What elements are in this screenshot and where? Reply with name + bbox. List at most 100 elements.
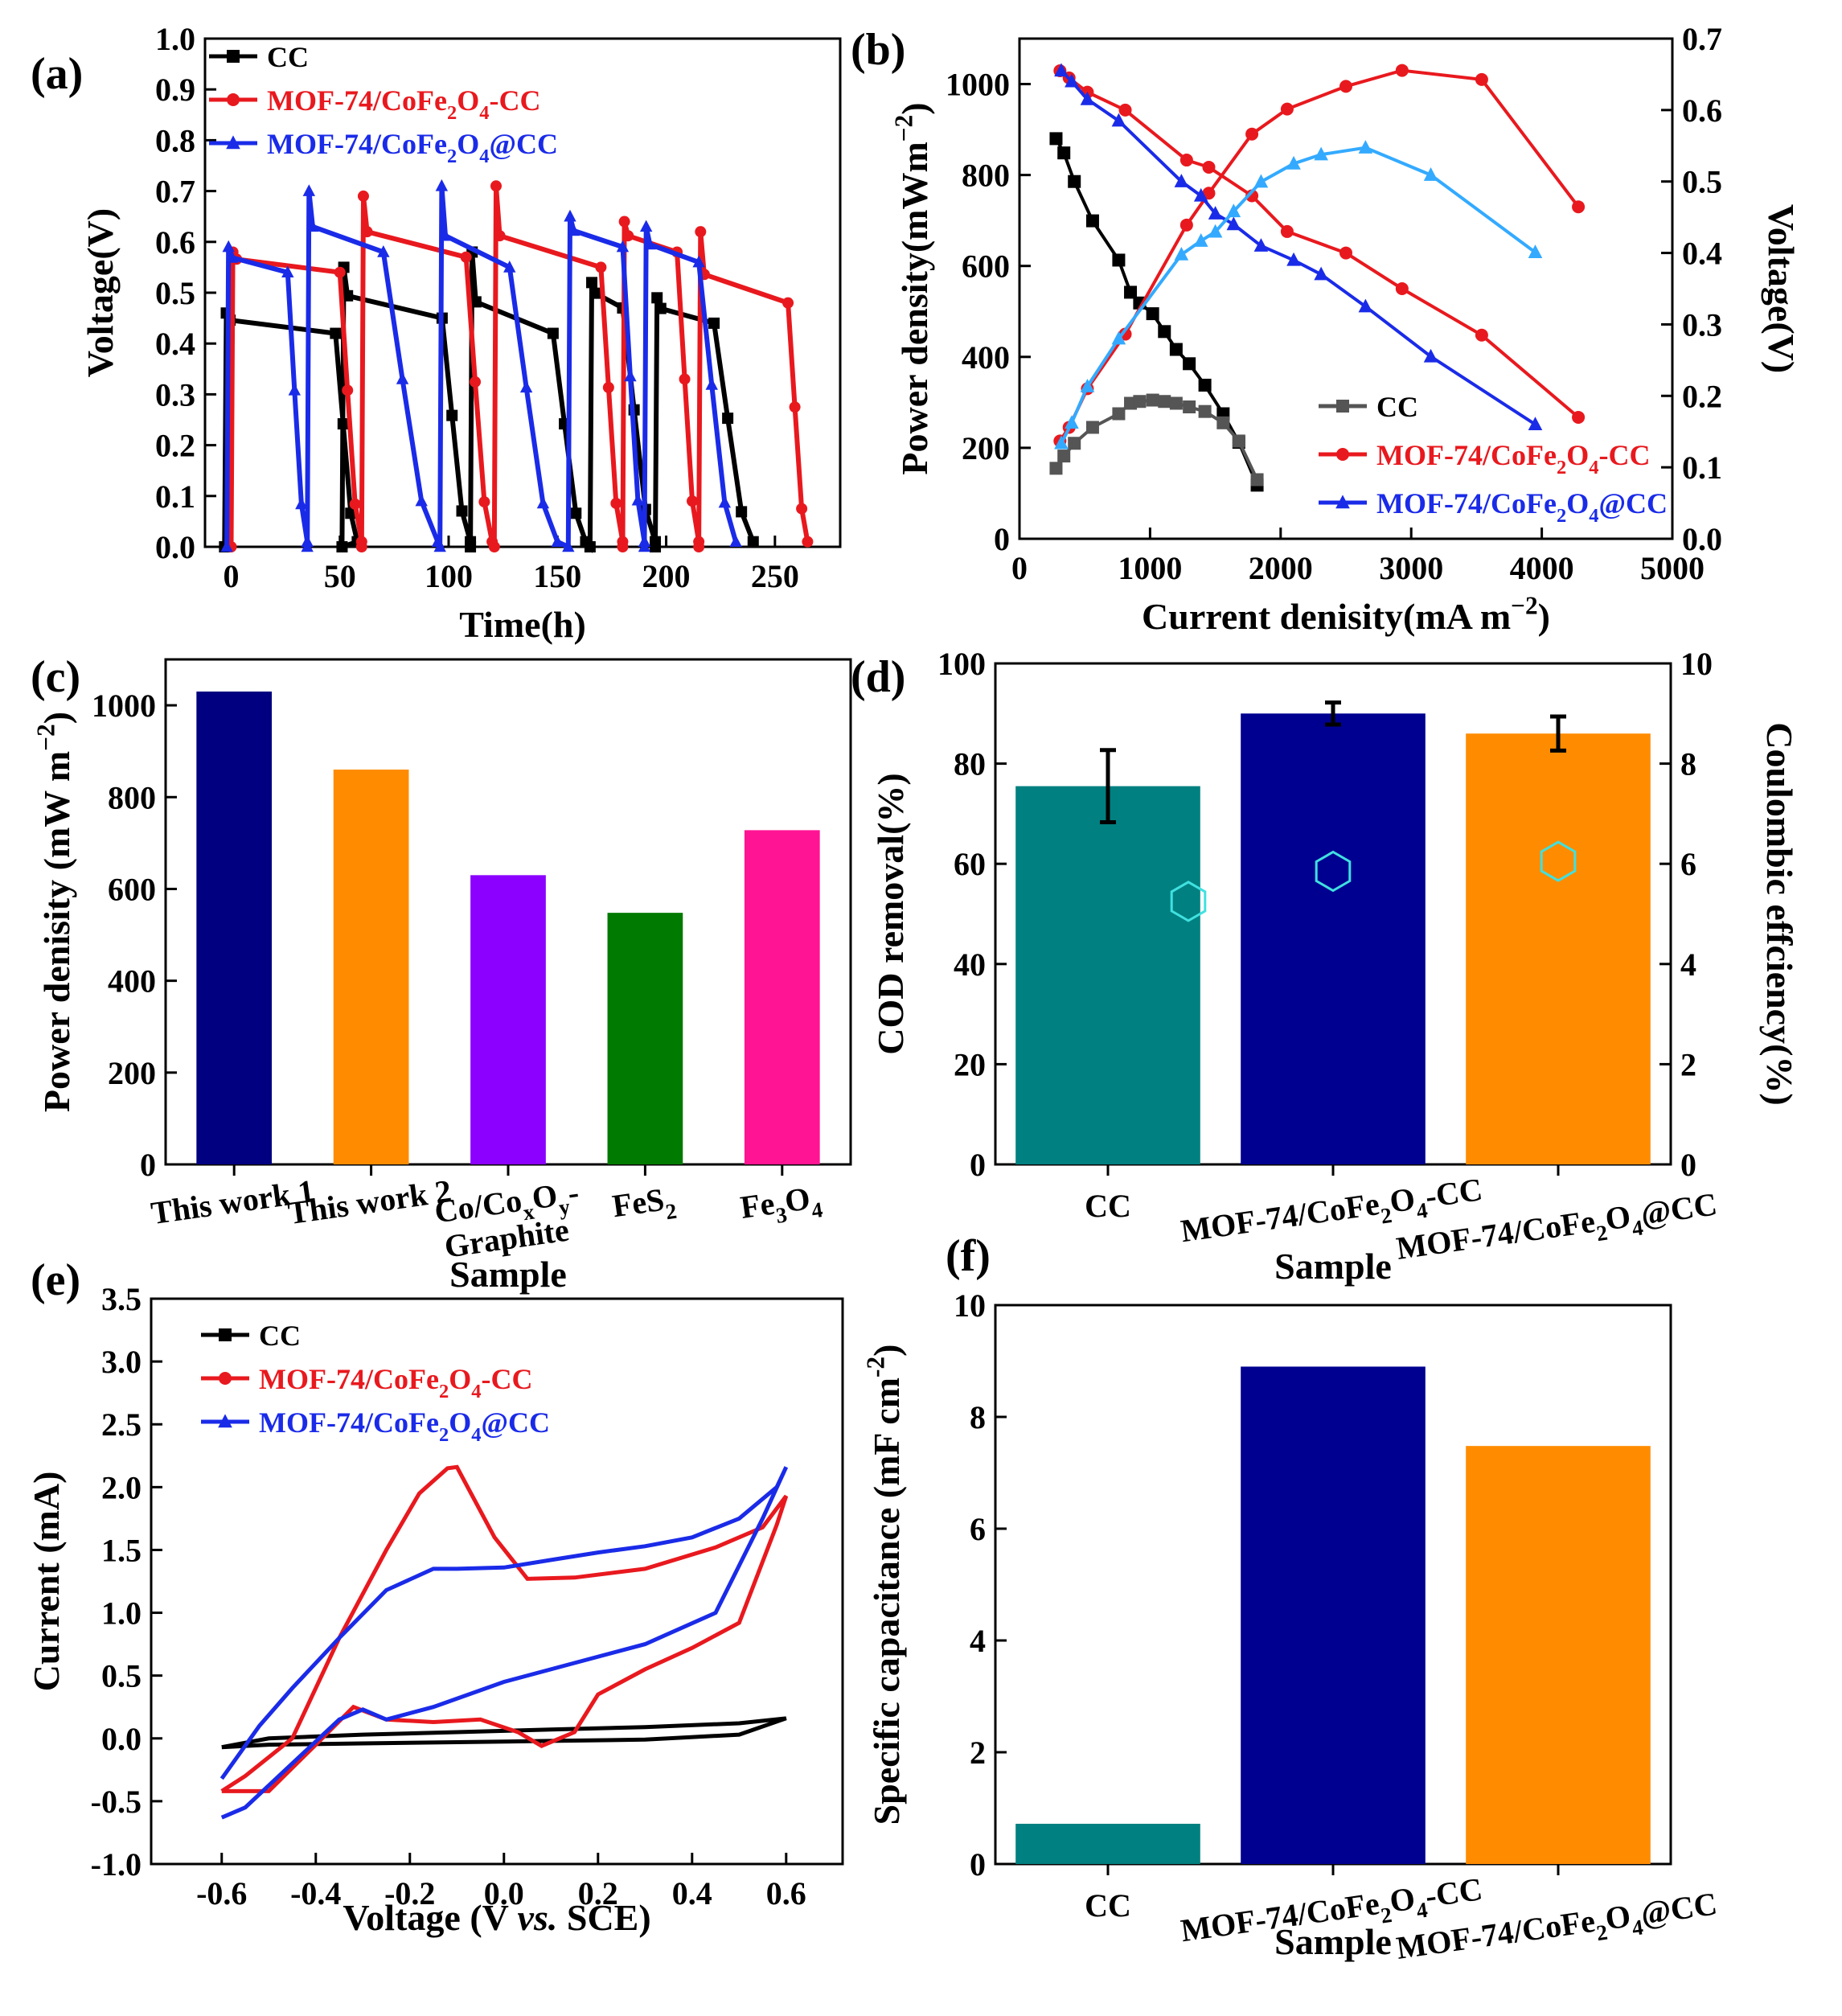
y-tick-label: 800 — [108, 779, 156, 815]
data-point — [687, 495, 699, 507]
data-point — [1112, 253, 1126, 267]
data-point — [478, 496, 490, 508]
data-point — [1133, 395, 1147, 409]
legend-entry-part: MOF-74/CoFe — [259, 1363, 439, 1395]
x-tick-label: 150 — [533, 558, 581, 594]
category-label: Fe3O4 — [738, 1178, 824, 1233]
data-point — [1339, 246, 1352, 260]
data-point — [1253, 174, 1269, 188]
y-axis-title-part: Current (mA) — [26, 1472, 67, 1692]
category-label-part: CC — [1085, 1188, 1131, 1224]
y-axis-title-part: Power denisity (mW m — [36, 751, 77, 1112]
data-point — [357, 190, 369, 202]
data-point — [1124, 285, 1138, 299]
category-label: FeS2 — [610, 1180, 679, 1231]
y-tick-label: 0 — [140, 1147, 156, 1183]
x-axis-title-part: Sample — [1274, 1921, 1392, 1962]
data-point — [1158, 325, 1171, 339]
data-point — [1183, 400, 1196, 414]
data-point — [1226, 203, 1241, 218]
data-point — [616, 240, 630, 253]
data-point — [415, 494, 428, 507]
data-point — [1358, 298, 1373, 313]
panel-a: (a) 0.0 0.1 0.2 0.3 0.4 0.5 0.6 0.7 0.8 0.9 1.0 0 50 1… — [31, 21, 842, 645]
x-axis-title-part: vs. — [518, 1897, 558, 1938]
y-tick-label: 60 — [954, 846, 986, 882]
legend-entry-part: CC — [1376, 391, 1418, 423]
y2-tick-label: 0 — [1680, 1147, 1696, 1183]
x-tick-label: 1000 — [1118, 550, 1182, 586]
bar-4 — [607, 913, 683, 1164]
category-label-part: Fe — [738, 1185, 777, 1225]
data-point — [589, 287, 601, 299]
y-tick-label: 6 — [970, 1511, 986, 1547]
y-tick-label: 2.0 — [101, 1469, 142, 1505]
data-point — [1314, 266, 1328, 281]
y-axis-title: Power density(mWm−2) — [890, 102, 935, 474]
coulombic-marker — [1170, 881, 1207, 922]
x-tick-label: 50 — [324, 558, 356, 594]
data-point — [1423, 167, 1438, 181]
x-tick-label: 200 — [642, 558, 691, 594]
data-point — [722, 413, 734, 425]
y-tick-label: 0.1 — [155, 478, 195, 515]
data-point — [349, 498, 361, 510]
panel-label: (e) — [31, 1255, 80, 1305]
y-tick-label: 1.5 — [101, 1532, 142, 1568]
data-point — [1193, 187, 1208, 202]
legend-entry-part: O — [1566, 487, 1589, 519]
data-point — [1208, 206, 1223, 220]
y2-tick-label: 2 — [1680, 1046, 1696, 1082]
data-point — [488, 541, 500, 552]
data-point — [1198, 378, 1212, 392]
data-point — [692, 255, 705, 268]
y-tick-label: 0.5 — [101, 1658, 142, 1694]
data-point — [536, 496, 550, 509]
y-tick-label: 600 — [108, 871, 156, 907]
y-tick-label: 20 — [954, 1046, 986, 1082]
data-point — [654, 302, 667, 314]
y-axis-title: Voltage(V) — [80, 208, 121, 377]
data-point — [1475, 72, 1488, 86]
bar-1 — [1015, 1823, 1200, 1864]
y-tick-label: 10 — [954, 1287, 986, 1324]
category-label-part: 4 — [1415, 1898, 1430, 1924]
panel-label: (a) — [31, 49, 83, 99]
data-point — [377, 245, 390, 257]
legend-entry-part: 2 — [447, 146, 457, 167]
data-point — [220, 540, 233, 552]
series-line-3 — [1059, 69, 1580, 419]
data-point — [1054, 63, 1069, 77]
data-point — [226, 250, 239, 263]
y2-axis-title: Coulombic effciency(%) — [1759, 722, 1800, 1106]
y-tick-label: 8 — [970, 1399, 986, 1435]
data-point — [1085, 214, 1099, 228]
x-tick-label: 5000 — [1640, 550, 1705, 586]
data-point — [361, 226, 373, 238]
data-point — [639, 220, 653, 232]
category-label-part: FeS — [610, 1181, 667, 1225]
legend-marker — [227, 93, 240, 106]
data-point — [789, 401, 801, 413]
category-label-part: O — [1388, 1880, 1417, 1920]
category-label-part: 2 — [1379, 1203, 1393, 1229]
category-label-part: O — [1388, 1180, 1417, 1220]
data-point — [802, 536, 814, 548]
data-point — [1068, 175, 1081, 188]
data-point — [1054, 435, 1069, 450]
category-label-part: 4 — [1631, 1215, 1645, 1241]
category-label-part: 4 — [1631, 1915, 1645, 1940]
data-point — [1232, 434, 1245, 448]
panel-b: (b) 0 200 400 600 800 1000 0.0 0.1 0.2 0.3 0.4 0.5 0.… — [851, 21, 1802, 637]
data-point — [494, 230, 506, 242]
legend-entry-part: O — [449, 1363, 471, 1395]
y2-tick-label: 0.6 — [1682, 92, 1722, 129]
data-point — [650, 541, 662, 552]
category-label-part: O — [530, 1177, 560, 1217]
y-tick-label: 2.5 — [101, 1406, 142, 1443]
y-axis-title-part: ) — [36, 712, 77, 724]
legend-entry-part: 4 — [1589, 505, 1598, 527]
series-line-1 — [221, 1716, 787, 1750]
